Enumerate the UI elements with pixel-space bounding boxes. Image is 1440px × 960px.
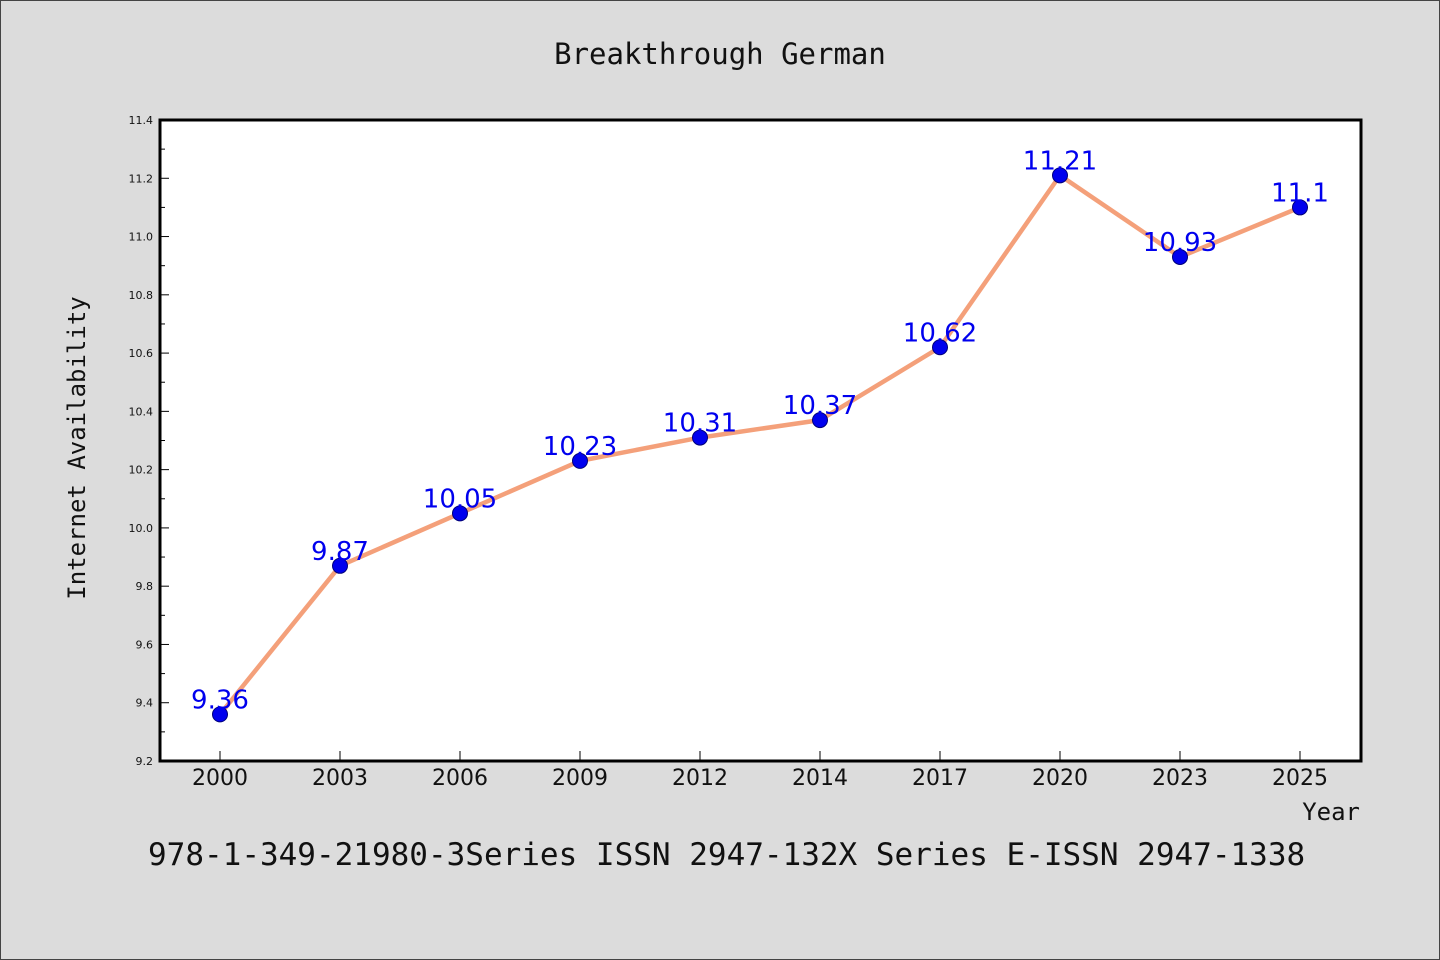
data-point bbox=[572, 452, 588, 469]
y-tick-label: 11.0 bbox=[129, 231, 154, 244]
series-line bbox=[217, 173, 1303, 717]
x-axis: 2000 2003 2006 2009 2012 2014 2017 2020 2023 2025 bbox=[192, 751, 1328, 791]
data-label: 9.36 bbox=[191, 685, 249, 715]
data-point bbox=[452, 505, 468, 522]
data-label: 10.37 bbox=[783, 391, 857, 421]
data-point bbox=[1172, 248, 1188, 265]
x-tick-label: 2014 bbox=[792, 766, 848, 791]
y-tick-label: 10.0 bbox=[129, 522, 154, 535]
y-tick-label: 9.2 bbox=[136, 755, 154, 768]
data-point bbox=[692, 429, 708, 446]
data-label: 11.1 bbox=[1271, 178, 1329, 208]
data-point bbox=[1052, 167, 1068, 184]
y-tick-label: 11.2 bbox=[129, 172, 154, 185]
y-tick-label: 10.4 bbox=[129, 405, 154, 418]
x-tick-label: 2012 bbox=[672, 766, 728, 791]
x-tick-label: 2023 bbox=[1152, 766, 1208, 791]
y-tick-label: 9.4 bbox=[136, 697, 154, 710]
data-label: 10.23 bbox=[543, 432, 617, 462]
y-tick-label: 9.6 bbox=[136, 638, 154, 651]
data-point bbox=[932, 339, 948, 356]
data-point bbox=[1292, 199, 1308, 216]
y-axis: 9.2 9.4 9.6 9.8 10.0 10.2 10.4 10.6 10.8 11.0 11.2… bbox=[129, 114, 169, 768]
data-label: 10.05 bbox=[423, 484, 497, 514]
x-tick-label: 2020 bbox=[1032, 766, 1088, 791]
y-tick-label: 10.2 bbox=[129, 464, 154, 477]
x-tick-label: 2000 bbox=[192, 766, 248, 791]
data-label: 10.93 bbox=[1143, 228, 1217, 258]
data-label: 9.87 bbox=[311, 537, 369, 567]
data-label: 10.31 bbox=[663, 409, 737, 439]
y-axis-label: Internet Availability bbox=[63, 296, 91, 599]
data-label: 11.21 bbox=[1023, 146, 1097, 176]
data-labels: 9.36 9.87 10.05 10.23 10.31 10.37 10.62 11.21 10… bbox=[191, 146, 1329, 715]
chart-title: Breakthrough German bbox=[554, 37, 886, 71]
series-layer bbox=[212, 167, 1308, 723]
y-tick-label: 10.8 bbox=[129, 289, 154, 302]
footer-isbn-text: 978-1-349-21980-3Series ISSN 2947-132X S… bbox=[148, 837, 1305, 873]
y-tick-label: 9.8 bbox=[136, 580, 154, 593]
x-tick-label: 2009 bbox=[552, 766, 608, 791]
x-tick-label: 2025 bbox=[1272, 766, 1328, 791]
data-point bbox=[812, 412, 828, 429]
data-point bbox=[332, 557, 348, 574]
y-tick-label: 11.4 bbox=[129, 114, 154, 127]
x-tick-label: 2003 bbox=[312, 766, 368, 791]
y-tick-label: 10.6 bbox=[129, 347, 154, 360]
data-point bbox=[212, 706, 228, 723]
x-tick-label: 2006 bbox=[432, 766, 488, 791]
x-tick-label: 2017 bbox=[912, 766, 968, 791]
plot-area bbox=[158, 118, 1363, 763]
data-label: 10.62 bbox=[903, 318, 977, 348]
x-axis-label: Year bbox=[1302, 798, 1360, 826]
